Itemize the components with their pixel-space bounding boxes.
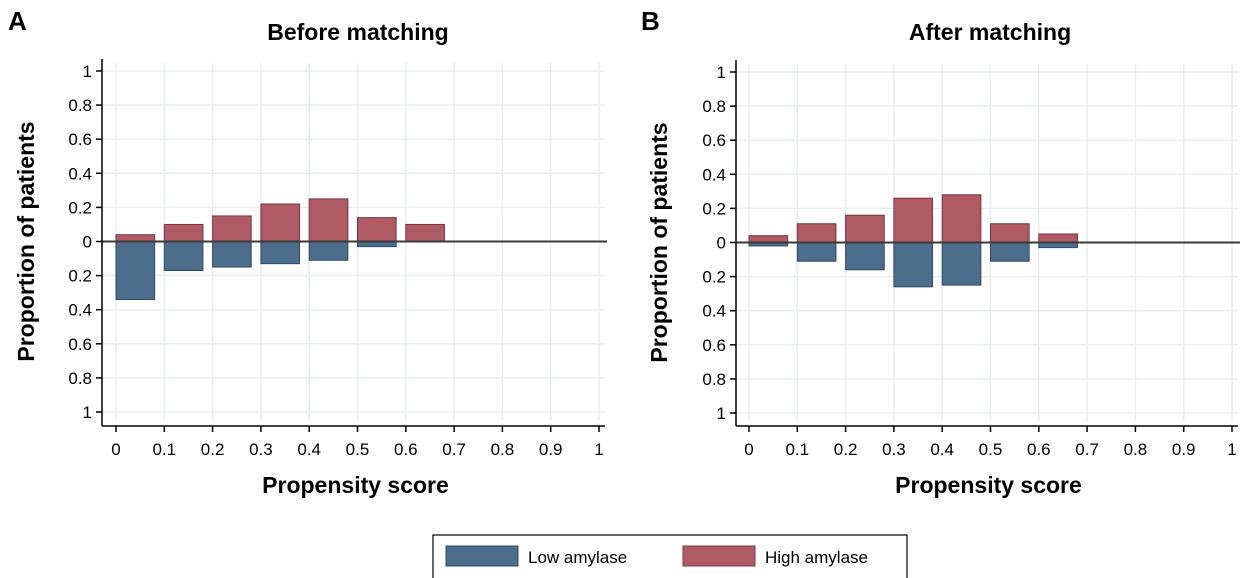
bar-high-amylase <box>212 215 252 243</box>
bar-low-amylase <box>893 242 934 288</box>
x-tick-label: 0.7 <box>1075 440 1099 459</box>
y-tick-label: 0.2 <box>68 198 92 217</box>
y-tick-label: 0.8 <box>702 370 726 389</box>
y-tick-label: 0 <box>83 233 92 252</box>
x-tick-label: 0.2 <box>834 440 858 459</box>
x-axis-title: Propensity score <box>895 472 1082 498</box>
bar-high-amylase <box>941 194 982 243</box>
legend-label: High amylase <box>765 548 868 567</box>
bar-low-amylase <box>990 242 1030 262</box>
y-axis-title: Proportion of patients <box>646 122 672 362</box>
x-tick-label: 0.6 <box>1027 440 1051 459</box>
bar-high-amylase <box>893 197 934 243</box>
legend-swatch <box>682 545 756 567</box>
y-tick-label: 1 <box>83 403 92 422</box>
bar-high-amylase <box>1038 233 1078 244</box>
y-tick-label: 0.4 <box>702 302 726 321</box>
y-tick-label: 0 <box>717 234 726 253</box>
y-tick-label: 0.6 <box>68 130 92 149</box>
x-tick-label: 0 <box>111 440 120 459</box>
x-axis-title: Propensity score <box>262 472 449 498</box>
y-tick-label: 0.4 <box>68 301 92 320</box>
panel-label: A <box>8 6 27 36</box>
bar-low-amylase <box>163 241 204 271</box>
x-tick-label: 0.9 <box>1172 440 1196 459</box>
y-tick-label: 0.6 <box>702 336 726 355</box>
y-tick-label: 0.6 <box>68 335 92 354</box>
x-tick-label: 0.8 <box>1124 440 1148 459</box>
panel-before-matching: 10.80.60.40.200.20.40.60.810 0.1 0.2 0.3 0.4… <box>8 6 607 498</box>
chart-title: After matching <box>909 19 1071 45</box>
legend: Low amylase High amylase <box>432 534 908 578</box>
y-tick-label: 0.2 <box>702 199 726 218</box>
panel-label: B <box>641 6 660 36</box>
y-tick-label: 0.8 <box>68 369 92 388</box>
bar-low-amylase <box>941 242 982 286</box>
bar-high-amylase <box>357 217 397 243</box>
x-tick-label: 0.8 <box>491 440 515 459</box>
y-tick-label: 0.2 <box>702 268 726 287</box>
x-tick-label: 0.3 <box>249 440 273 459</box>
bar-high-amylase <box>845 214 885 244</box>
bar-low-amylase <box>796 242 837 262</box>
bar-low-amylase <box>212 241 252 268</box>
bar-low-amylase <box>845 242 885 271</box>
y-tick-label: 1 <box>717 63 726 82</box>
y-tick-label: 0.4 <box>702 165 726 184</box>
bar-low-amylase <box>260 241 301 265</box>
y-tick-label: 0.4 <box>68 164 92 183</box>
x-tick-label: 0.5 <box>979 440 1003 459</box>
x-tick-label: 0.4 <box>297 440 321 459</box>
legend-label: Low amylase <box>528 548 627 567</box>
x-tick-label: 0.2 <box>201 440 225 459</box>
y-tick-label: 1 <box>717 404 726 423</box>
legend-swatch <box>445 545 519 567</box>
panel-after-matching: 10.80.60.40.200.20.40.60.810 0.1 0.2 0.3 0.4… <box>641 6 1240 498</box>
x-tick-label: 1 <box>594 440 603 459</box>
bar-high-amylase <box>405 223 445 242</box>
x-tick-label: 0.6 <box>394 440 418 459</box>
x-tick-label: 1 <box>1227 440 1236 459</box>
bar-high-amylase <box>260 203 301 243</box>
bar-high-amylase <box>163 223 204 242</box>
x-tick-label: 0.3 <box>882 440 906 459</box>
bar-high-amylase <box>990 223 1030 243</box>
chart-title: Before matching <box>267 19 448 45</box>
bar-high-amylase <box>308 198 349 242</box>
y-tick-label: 0.6 <box>702 131 726 150</box>
x-tick-label: 0.4 <box>930 440 954 459</box>
bar-high-amylase <box>115 234 156 242</box>
y-axis-title: Proportion of patients <box>13 121 39 361</box>
x-tick-label: 0.9 <box>539 440 563 459</box>
x-tick-label: 0.5 <box>346 440 370 459</box>
x-tick-label: 0.7 <box>442 440 466 459</box>
y-tick-label: 0.2 <box>68 267 92 286</box>
y-tick-label: 0.8 <box>702 97 726 116</box>
y-tick-label: 0.8 <box>68 96 92 115</box>
x-tick-label: 0.1 <box>785 440 809 459</box>
y-tick-label: 1 <box>83 62 92 81</box>
x-tick-label: 0.1 <box>152 440 176 459</box>
x-tick-label: 0 <box>744 440 753 459</box>
bar-high-amylase <box>748 235 789 243</box>
bar-low-amylase <box>308 241 349 261</box>
bar-low-amylase <box>115 241 156 300</box>
bar-high-amylase <box>796 223 837 243</box>
